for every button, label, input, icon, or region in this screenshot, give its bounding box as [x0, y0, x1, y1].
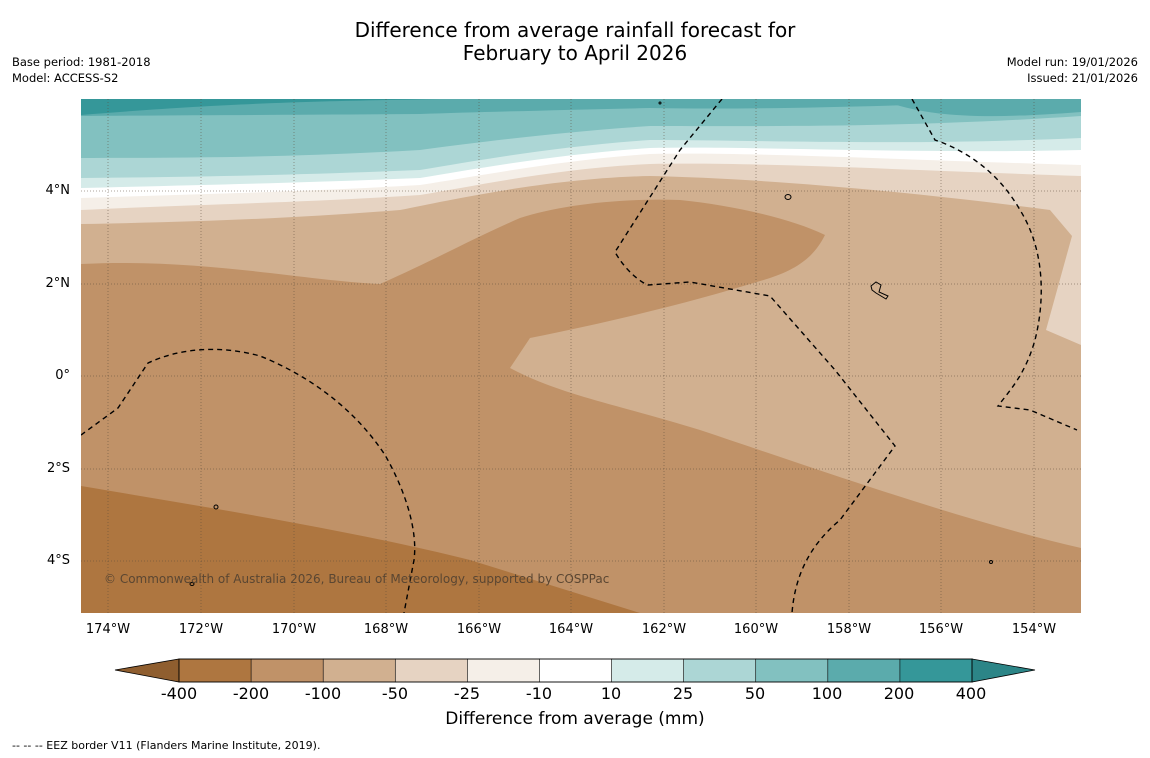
- colorbar-cell: [827, 658, 901, 683]
- colorbar-cell: [467, 658, 541, 683]
- colorbar-low-extension: [114, 658, 180, 683]
- colorbar-cell: [322, 658, 397, 683]
- lon-label-158w: 158°W: [826, 622, 872, 637]
- chart-title: Difference from average rainfall forecas…: [0, 19, 1150, 65]
- colorbar-cell: [178, 658, 252, 683]
- lon-label-154w: 154°W: [1011, 622, 1057, 637]
- colorbar-tick: -400: [160, 684, 198, 703]
- colorbar-cell: [539, 658, 613, 683]
- eez-legend-note: -- -- -- EEZ border V11 (Flanders Marine…: [12, 739, 321, 752]
- lat-label-2s: 2°S: [46, 461, 70, 476]
- lon-label-172w: 172°W: [178, 622, 224, 637]
- colorbar-tick: -25: [453, 684, 481, 703]
- lon-label-164w: 164°W: [548, 622, 594, 637]
- lon-label-156w: 156°W: [918, 622, 964, 637]
- colorbar-cell: [755, 658, 829, 683]
- lat-label-4s: 4°S: [46, 553, 70, 568]
- rainfall-band-plus-200: [81, 99, 440, 115]
- lon-label-174w: 174°W: [85, 622, 131, 637]
- colorbar-tick: 400: [955, 684, 987, 703]
- lat-label-0: 0°: [55, 368, 70, 383]
- colorbar-cell: [250, 658, 324, 683]
- colorbar-tick: -200: [232, 684, 270, 703]
- colorbar-cell: [683, 658, 757, 683]
- lon-label-168w: 168°W: [363, 622, 409, 637]
- lon-label-166w: 166°W: [456, 622, 502, 637]
- issued-date: Issued: 21/01/2026: [1027, 71, 1138, 85]
- colorbar-cell: [899, 658, 973, 683]
- base-period: Base period: 1981-2018: [12, 55, 151, 69]
- colorbar-title: Difference from average (mm): [445, 709, 705, 729]
- rainfall-band-minus-400: [81, 486, 640, 613]
- lat-label-2n: 2°N: [45, 276, 71, 291]
- map-plot-area: [81, 99, 1081, 613]
- rainfall-band-plus-100-east: [880, 99, 1081, 117]
- colorbar-tick: -100: [304, 684, 342, 703]
- meta-right: Model run: 19/01/2026 Issued: 21/01/2026: [1007, 54, 1138, 86]
- model-name: Model: ACCESS-S2: [12, 71, 119, 85]
- title-line-1: Difference from average rainfall forecas…: [354, 18, 796, 42]
- rainfall-band-plus-100: [81, 99, 1081, 116]
- colorbar-tick: -50: [381, 684, 409, 703]
- colorbar-tick: -10: [525, 684, 553, 703]
- model-run: Model run: 19/01/2026: [1006, 55, 1138, 69]
- islands: [189, 101, 993, 586]
- colorbar-high-extension: [971, 658, 1036, 683]
- colorbar-cell: [611, 658, 685, 683]
- colorbar-tick: 25: [672, 684, 694, 703]
- colorbar-tick: 200: [883, 684, 915, 703]
- lon-label-162w: 162°W: [641, 622, 687, 637]
- lon-label-160w: 160°W: [733, 622, 779, 637]
- colorbar-tick: 50: [744, 684, 766, 703]
- colorbar-cell: [394, 658, 469, 683]
- colorbar-cells: [178, 658, 973, 683]
- colorbar-tick: 100: [811, 684, 843, 703]
- colorbar-frame: [178, 658, 973, 683]
- lat-label-4n: 4°N: [45, 183, 71, 198]
- eez-borders: [81, 99, 1078, 613]
- lon-label-170w: 170°W: [271, 622, 317, 637]
- colorbar-tick: 10: [600, 684, 622, 703]
- title-line-2: February to April 2026: [462, 41, 688, 65]
- copyright-notice: © Commonwealth of Australia 2026, Bureau…: [104, 572, 610, 586]
- meta-left: Base period: 1981-2018 Model: ACCESS-S2: [12, 54, 151, 86]
- colorbar: [114, 658, 1036, 683]
